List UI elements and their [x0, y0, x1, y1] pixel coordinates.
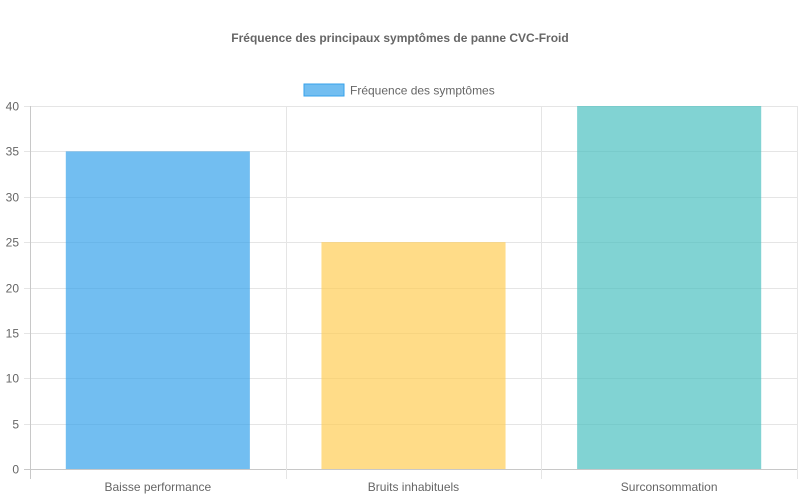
bar[interactable] — [65, 151, 250, 469]
x-axis-ticks: Baisse performance Bruits inhabituels Surc… — [104, 480, 717, 494]
x-tick-label: Bruits inhabituels — [368, 480, 459, 494]
y-tick-label: 20 — [6, 282, 20, 296]
y-tick-label: 40 — [6, 100, 20, 114]
legend-label: Fréquence des symptômes — [350, 84, 495, 98]
bars — [65, 106, 762, 469]
y-tick-label: 5 — [12, 418, 19, 432]
x-tick-label: Baisse performance — [104, 480, 211, 494]
y-tick-label: 15 — [6, 327, 20, 341]
legend-swatch — [303, 83, 345, 97]
bar[interactable] — [321, 242, 506, 469]
y-tick-label: 0 — [12, 463, 19, 477]
legend[interactable]: Fréquence des symptômes — [303, 83, 495, 98]
y-tick-label: 10 — [6, 372, 20, 386]
x-tick-label: Surconsommation — [621, 480, 718, 494]
y-tick-label: 30 — [6, 191, 20, 205]
chart-title: Fréquence des principaux symptômes de pa… — [231, 31, 568, 45]
bar[interactable] — [577, 106, 762, 469]
y-tick-label: 35 — [6, 145, 20, 159]
y-axis-ticks: 0 5 10 15 20 25 30 35 40 — [6, 100, 20, 477]
y-tick-label: 25 — [6, 236, 20, 250]
